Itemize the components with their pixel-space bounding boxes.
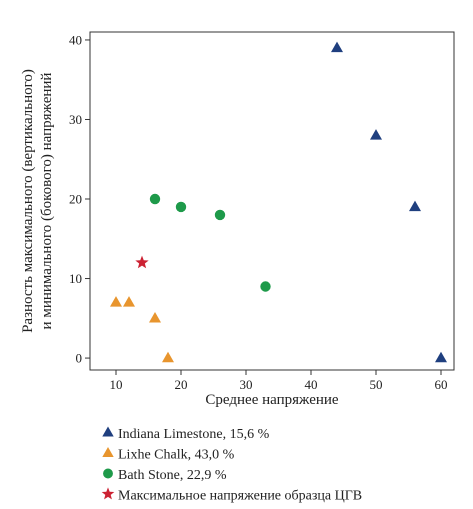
legend-label-2: Lixhe Chalk, 43,0 % xyxy=(118,448,235,463)
legend-label-1: Indiana Limestone, 15,6 % xyxy=(118,427,270,442)
data-point-series-3 xyxy=(260,281,271,292)
plot-area-border xyxy=(89,31,455,371)
data-point-series-4 xyxy=(135,255,149,269)
y-axis: 0 10 20 30 40 xyxy=(69,32,90,366)
legend-marker-3 xyxy=(103,468,113,479)
y-axis-title-line-2: и минимального (бокового) напряжений xyxy=(39,73,55,330)
data-point-series-1 xyxy=(409,200,421,212)
legend-label-3: Bath Stone, 22,9 % xyxy=(118,468,227,483)
y-tick-label: 40 xyxy=(69,32,82,47)
x-tick-label: 50 xyxy=(370,377,383,392)
y-axis-title-line-1: Разность максимального (вертикального) xyxy=(20,69,36,333)
x-tick-label: 60 xyxy=(435,377,448,392)
data-point-series-1 xyxy=(331,41,343,53)
x-axis-title: Среднее напряжение xyxy=(205,392,338,408)
legend-marker-1 xyxy=(102,426,114,437)
y-tick-label: 0 xyxy=(76,351,83,366)
data-point-series-2 xyxy=(123,296,135,307)
data-point-series-2 xyxy=(110,296,122,307)
data-points xyxy=(110,41,447,363)
data-point-series-1 xyxy=(370,129,382,140)
x-tick-label: 20 xyxy=(175,377,188,392)
y-tick-label: 30 xyxy=(69,112,82,127)
data-point-series-1 xyxy=(435,351,447,363)
legend-marker-2 xyxy=(102,447,114,457)
data-point-series-3 xyxy=(214,209,226,221)
x-axis: 10 20 30 40 50 60 xyxy=(110,370,448,392)
data-point-series-2 xyxy=(149,312,161,323)
legend-label-4: Максимальное напряжение образца ЦГВ xyxy=(118,489,362,504)
y-tick-label: 10 xyxy=(69,271,82,286)
data-point-series-3 xyxy=(149,193,161,205)
x-tick-label: 30 xyxy=(240,377,253,392)
legend: Indiana Limestone, 15,6 % Lixhe Chalk, 43… xyxy=(101,426,362,504)
data-point-series-3 xyxy=(175,201,187,213)
x-tick-label: 40 xyxy=(305,377,318,392)
y-axis-title: Разность максимального (вертикального) и… xyxy=(20,69,55,333)
data-point-series-2 xyxy=(162,351,174,363)
plot-frame xyxy=(89,31,455,371)
legend-marker-4 xyxy=(101,487,115,500)
y-tick-label: 20 xyxy=(69,192,82,207)
x-tick-label: 10 xyxy=(110,377,123,392)
